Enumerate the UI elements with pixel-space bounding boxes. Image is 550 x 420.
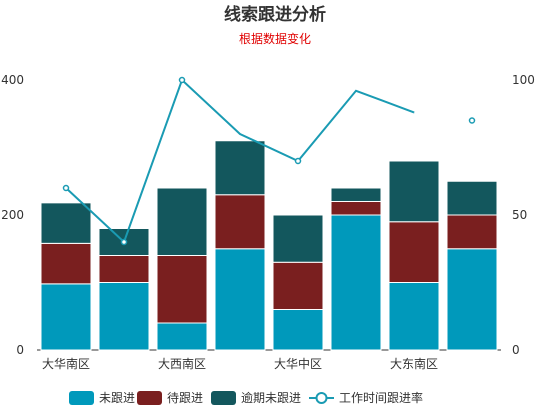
bar-2-1[interactable]	[40, 242, 92, 285]
bar-3-1[interactable]	[40, 202, 92, 244]
bar-2-3[interactable]	[156, 255, 208, 324]
y-left-tick-label: 200	[1, 208, 24, 222]
bar-1-7[interactable]	[388, 282, 440, 351]
bar-1-8[interactable]	[446, 248, 498, 351]
y-left-tick-label: 0	[16, 343, 24, 357]
y-left-tick-label: 400	[1, 73, 24, 87]
y-right-tick-label: 100	[512, 73, 535, 87]
chart-title: 线索跟进分析	[224, 4, 326, 25]
bar-2-8[interactable]	[446, 214, 498, 250]
x-tick-label: 大东南区	[390, 356, 438, 371]
legend-item-3[interactable]: 逾期未跟进	[211, 390, 301, 405]
legend-label: 逾期未跟进	[241, 390, 301, 405]
bar-2-6[interactable]	[330, 201, 382, 216]
bar-3-8[interactable]	[446, 180, 498, 216]
legend-label: 工作时间跟进率	[339, 390, 423, 405]
rate-point-5[interactable]	[294, 157, 302, 165]
y-right-tick-label: 50	[512, 208, 527, 222]
legend-marker	[315, 392, 328, 404]
x-tick-label: 大华南区	[42, 356, 90, 371]
rate-point-2[interactable]	[120, 238, 128, 246]
legend-item-2[interactable]: 待跟进	[137, 391, 203, 405]
rate-point-3[interactable]	[178, 76, 186, 84]
legend-item-1[interactable]: 未跟进	[69, 391, 135, 405]
bar-2-7[interactable]	[388, 221, 440, 283]
plot-area: 0 200 400 0 50 100 大华南区 大西南区 大华中区 大东南区	[1, 73, 535, 371]
bar-1-2[interactable]	[98, 282, 150, 351]
bar-3-4[interactable]	[214, 140, 266, 196]
bar-2-4[interactable]	[214, 194, 266, 250]
x-tick-label: 大西南区	[158, 356, 206, 371]
y-right-tick-label: 0	[512, 343, 520, 357]
bar-1-3[interactable]	[156, 322, 208, 351]
chart-subtitle: 根据数据变化	[239, 31, 311, 46]
bar-1-4[interactable]	[214, 248, 266, 351]
rate-point-8[interactable]	[468, 117, 476, 124]
rate-point-1[interactable]	[62, 184, 70, 192]
bar-3-7[interactable]	[388, 160, 440, 223]
bar-1-6[interactable]	[330, 214, 382, 351]
legend-swatch	[211, 391, 236, 405]
bar-1-5[interactable]	[272, 309, 324, 351]
legend-swatch	[137, 391, 162, 405]
bar-3-6[interactable]	[330, 187, 382, 202]
legend[interactable]: 未跟进 待跟进 逾期未跟进 工作时间跟进率	[69, 390, 423, 405]
bar-2-2[interactable]	[98, 255, 150, 283]
legend-label: 未跟进	[99, 391, 135, 405]
legend-swatch	[69, 391, 94, 405]
bar-3-5[interactable]	[272, 214, 324, 263]
x-tick-label: 大华中区	[274, 356, 322, 371]
bar-2-5[interactable]	[272, 261, 324, 310]
legend-item-4[interactable]: 工作时间跟进率	[309, 390, 423, 405]
legend-label: 待跟进	[167, 391, 203, 405]
bar-3-3[interactable]	[156, 187, 208, 256]
bar-1-1[interactable]	[40, 283, 92, 351]
